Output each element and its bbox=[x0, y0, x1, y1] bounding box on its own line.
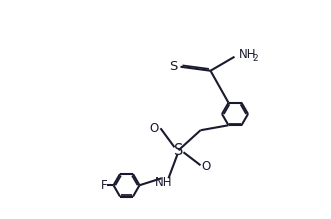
Text: F: F bbox=[101, 179, 108, 192]
Text: O: O bbox=[202, 160, 211, 173]
Text: S: S bbox=[169, 60, 178, 73]
Text: NH: NH bbox=[155, 176, 172, 189]
Text: 2: 2 bbox=[252, 54, 258, 63]
Text: O: O bbox=[150, 122, 159, 135]
Text: S: S bbox=[174, 143, 183, 158]
Text: NH: NH bbox=[239, 48, 256, 61]
